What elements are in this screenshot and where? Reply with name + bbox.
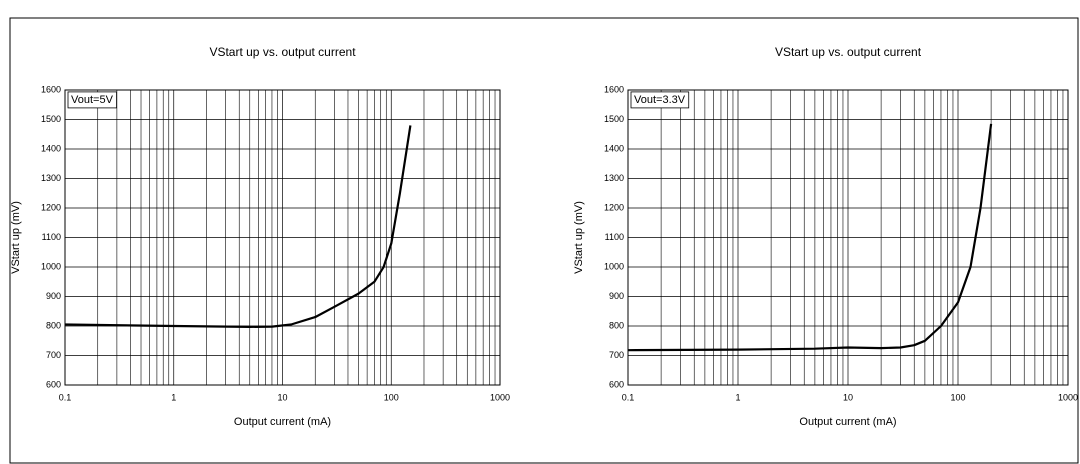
x-tick-label: 100 [950, 392, 965, 402]
x-axis-title: Output current (mA) [234, 416, 331, 428]
y-tick-label: 1000 [604, 261, 624, 271]
y-tick-label: 1300 [604, 173, 624, 183]
x-axis-title: Output current (mA) [799, 416, 896, 428]
y-tick-label: 1400 [604, 143, 624, 153]
y-tick-label: 1200 [41, 202, 61, 212]
x-tick-label: 100 [384, 392, 399, 402]
y-tick-label: 1600 [41, 84, 61, 94]
figure-frame [9, 17, 1079, 464]
x-tick-label: 1 [171, 392, 176, 402]
x-tick-label: 10 [277, 392, 287, 402]
y-tick-label: 1200 [604, 202, 624, 212]
x-tick-label: 0.1 [622, 392, 635, 402]
y-tick-label: 1400 [41, 143, 61, 153]
y-tick-label: 700 [609, 350, 624, 360]
chart-title: VStart up vs. output current [209, 45, 356, 59]
x-tick-label: 1000 [1058, 392, 1078, 402]
y-tick-label: 1500 [604, 114, 624, 124]
x-tick-label: 1000 [490, 392, 510, 402]
annotation-box [67, 91, 117, 109]
y-tick-label: 1300 [41, 173, 61, 183]
annotation: Vout=3.3V [634, 94, 686, 106]
x-tick-label: 0.1 [59, 392, 72, 402]
y-tick-label: 900 [609, 291, 624, 301]
x-tick-label: 1 [735, 392, 740, 402]
y-axis-title: VStart up (mV) [573, 201, 585, 274]
annotation: Vout=5V [71, 94, 114, 106]
y-tick-label: 1100 [605, 232, 624, 242]
y-tick-label: 800 [609, 320, 624, 330]
y-tick-label: 800 [46, 320, 61, 330]
y-tick-label: 700 [46, 350, 61, 360]
chart-title: VStart up vs. output current [775, 45, 922, 59]
y-tick-label: 1100 [42, 232, 61, 242]
y-tick-label: 600 [609, 379, 624, 389]
data-line [627, 123, 993, 352]
y-tick-label: 900 [46, 291, 61, 301]
y-tick-label: 1500 [41, 114, 61, 124]
y-tick-label: 600 [46, 379, 61, 389]
x-tick-label: 10 [843, 392, 853, 402]
data-line [64, 125, 412, 328]
annotation-box [630, 91, 690, 109]
y-axis-title: VStart up (mV) [10, 201, 22, 274]
y-tick-label: 1600 [604, 84, 624, 94]
y-tick-label: 1000 [41, 261, 61, 271]
